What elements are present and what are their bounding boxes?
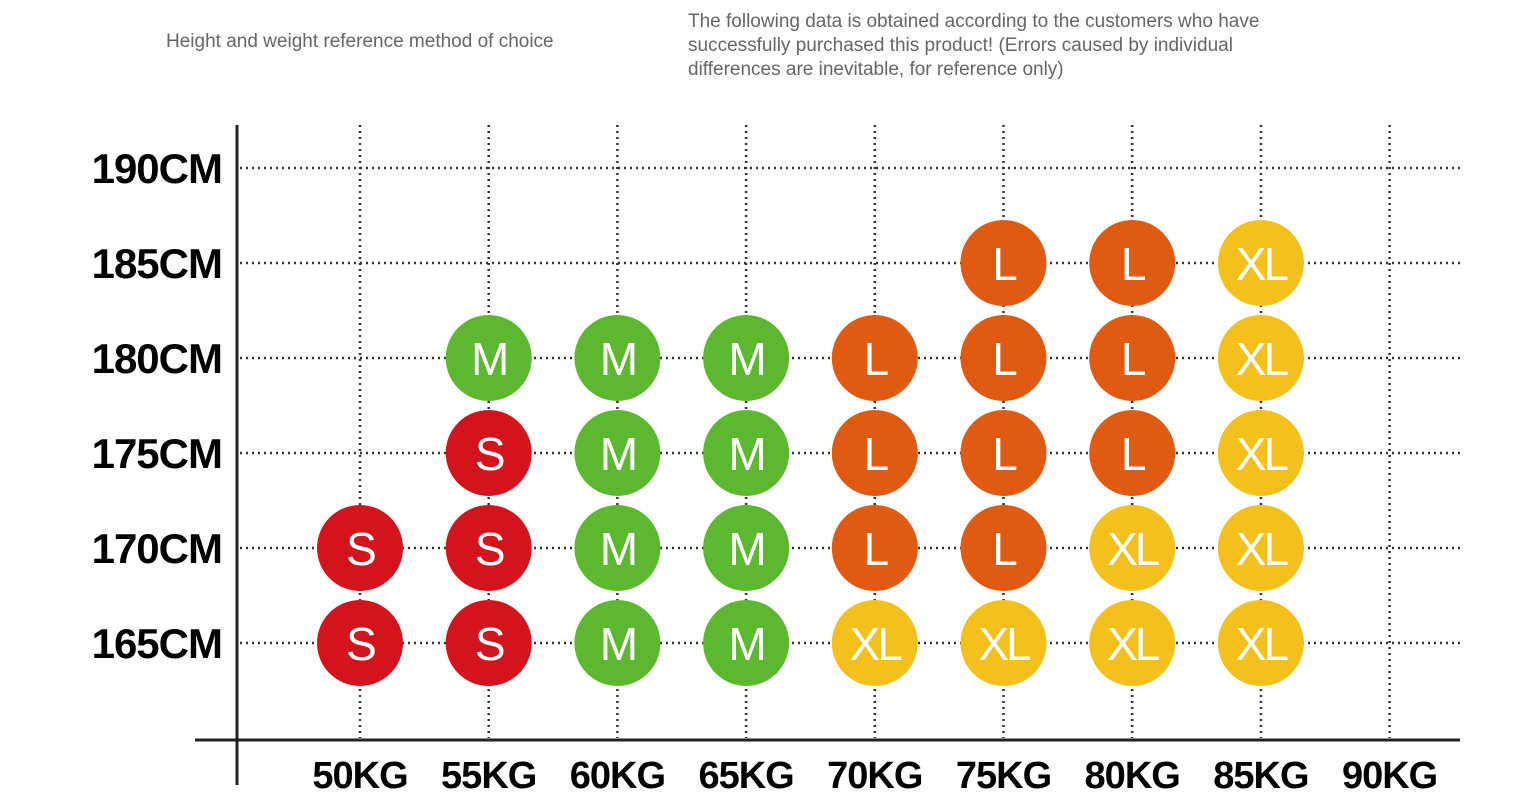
size-circle <box>1089 410 1176 496</box>
size-label: XL <box>1236 333 1289 385</box>
size-label: XL <box>1107 618 1160 670</box>
size-label: L <box>864 333 889 385</box>
height-label: 170CM <box>92 525 222 572</box>
size-circle <box>703 505 790 591</box>
size-circle <box>831 600 918 686</box>
size-circle <box>1089 600 1176 686</box>
size-circle <box>1217 600 1304 686</box>
size-circle <box>960 600 1047 686</box>
size-circle <box>703 600 790 686</box>
size-circle <box>1217 410 1304 496</box>
size-circle <box>574 315 661 401</box>
weight-label: 65KG <box>698 755 793 797</box>
size-label: M <box>728 618 763 670</box>
size-label: XL <box>1236 428 1289 480</box>
size-circle <box>574 600 661 686</box>
size-label: L <box>864 523 889 575</box>
size-label: M <box>728 333 763 385</box>
weight-label: 90KG <box>1342 755 1437 797</box>
size-label: S <box>475 523 504 575</box>
size-label: XL <box>978 618 1031 670</box>
weight-label: 55KG <box>441 755 536 797</box>
size-circle <box>1089 505 1176 591</box>
size-label: S <box>475 428 504 480</box>
size-circle <box>445 315 532 401</box>
size-label: XL <box>1236 523 1289 575</box>
weight-label: 80KG <box>1085 755 1180 797</box>
size-circle <box>831 505 918 591</box>
size-circle <box>960 220 1047 306</box>
size-label: S <box>346 523 375 575</box>
size-circle <box>960 315 1047 401</box>
weight-label: 60KG <box>570 755 665 797</box>
size-label: L <box>992 333 1017 385</box>
size-circle <box>445 600 532 686</box>
weight-label: 75KG <box>956 755 1051 797</box>
size-label: XL <box>1236 238 1289 290</box>
size-label: M <box>600 523 635 575</box>
height-label: 175CM <box>92 430 222 477</box>
size-circle <box>960 505 1047 591</box>
weight-label: 70KG <box>827 755 922 797</box>
size-label: M <box>600 333 635 385</box>
size-circle <box>445 505 532 591</box>
size-label: S <box>346 618 375 670</box>
size-label: L <box>1121 238 1146 290</box>
size-circle <box>317 505 403 591</box>
size-label: M <box>600 428 635 480</box>
height-label: 185CM <box>92 240 222 287</box>
note: The following data is obtained according… <box>688 11 1260 80</box>
height-label: 165CM <box>92 620 222 667</box>
size-circle <box>1089 220 1176 306</box>
size-circle <box>831 410 918 496</box>
size-circle <box>1217 315 1304 401</box>
size-circle <box>445 410 532 496</box>
size-label: L <box>992 238 1017 290</box>
size-circle <box>1217 220 1304 306</box>
size-label: L <box>864 428 889 480</box>
size-label: XL <box>850 618 903 670</box>
size-circle <box>703 315 790 401</box>
height-label: 180CM <box>92 335 222 382</box>
weight-label: 50KG <box>312 755 407 797</box>
size-label: M <box>728 428 763 480</box>
size-label: L <box>992 428 1017 480</box>
size-circle <box>574 505 661 591</box>
size-circle <box>960 410 1047 496</box>
weight-label: 85KG <box>1213 755 1308 797</box>
size-label: S <box>475 618 504 670</box>
size-label: M <box>600 618 635 670</box>
size-circle <box>703 410 790 496</box>
size-circle <box>831 315 918 401</box>
size-label: L <box>1121 333 1146 385</box>
size-label: XL <box>1236 618 1289 670</box>
size-circle <box>574 410 661 496</box>
size-label: M <box>728 523 763 575</box>
size-label: M <box>471 333 506 385</box>
size-circle <box>317 600 403 686</box>
size-label: XL <box>1107 523 1160 575</box>
size-label: L <box>992 523 1017 575</box>
title: Height and weight reference method of ch… <box>166 31 554 52</box>
height-label: 190CM <box>92 145 222 192</box>
size-circle <box>1089 315 1176 401</box>
size-label: L <box>1121 428 1146 480</box>
size-circle <box>1217 505 1304 591</box>
